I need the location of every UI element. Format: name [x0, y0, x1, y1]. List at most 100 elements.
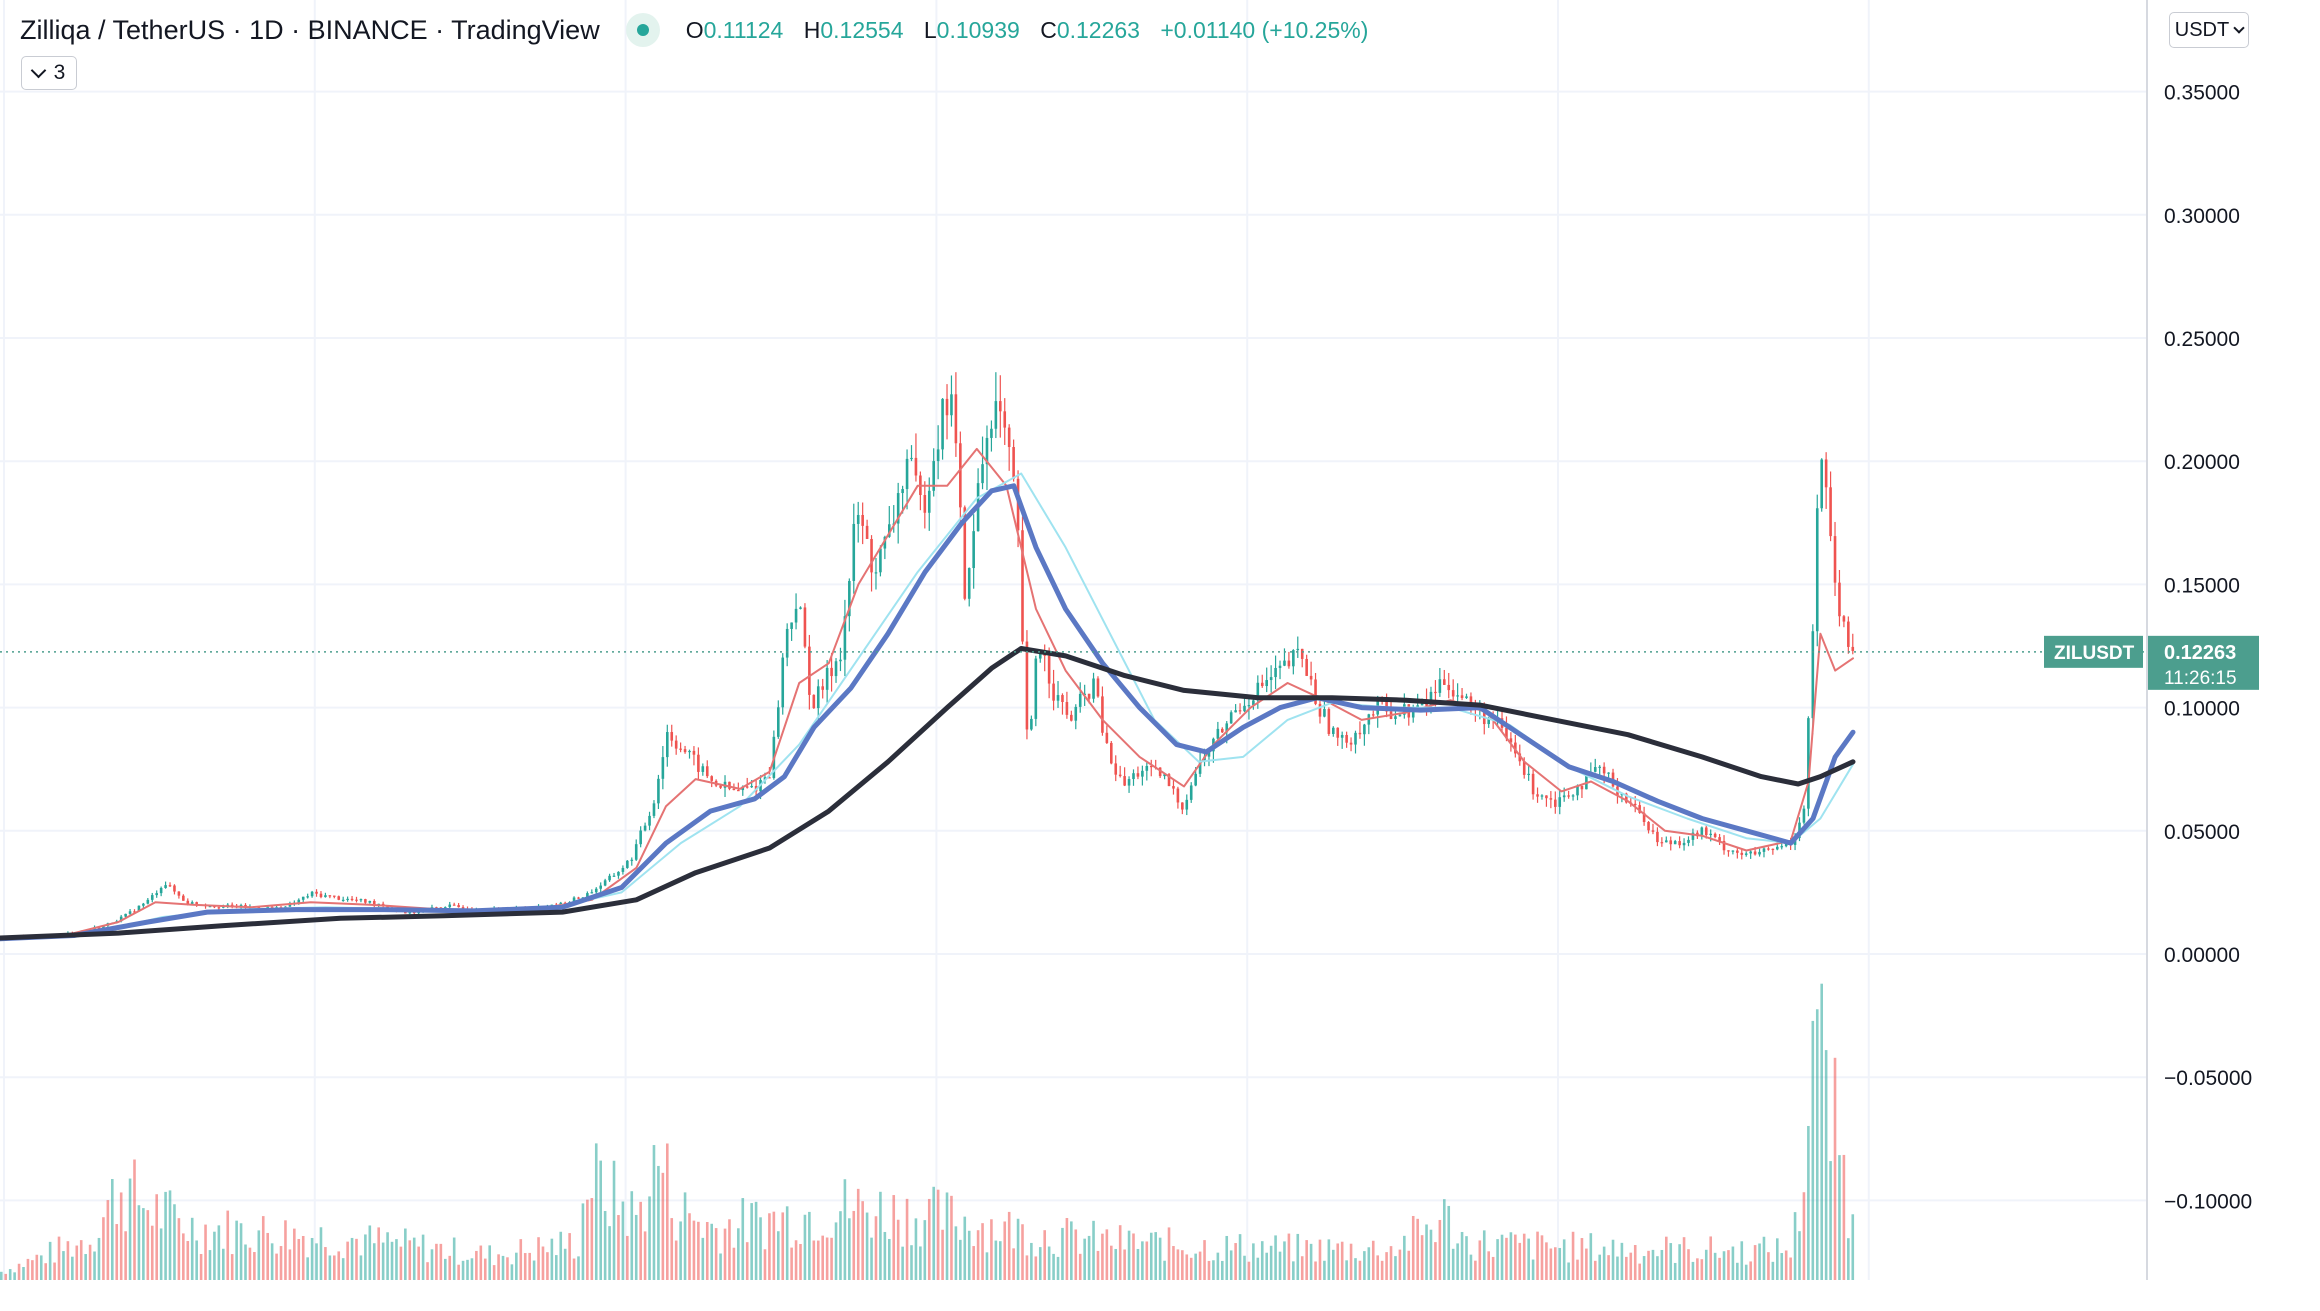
candle-body	[1189, 785, 1193, 800]
candle-body	[861, 514, 864, 526]
symbol-price-tag	[2044, 635, 2143, 668]
candle-body	[150, 895, 154, 900]
volume-bar	[1780, 1253, 1784, 1280]
volume-bar	[1127, 1230, 1131, 1280]
candle-body	[1252, 700, 1255, 706]
volume-bar	[1722, 1251, 1726, 1280]
candle-body	[435, 907, 438, 909]
candle-body	[270, 906, 274, 909]
volume-bar	[1744, 1264, 1748, 1280]
candle-body	[1514, 742, 1517, 754]
candle-body	[821, 686, 824, 690]
volume-bar	[1016, 1218, 1020, 1280]
symbol-title[interactable]: Zilliqa / TetherUS · 1D · BINANCE · Trad…	[20, 14, 600, 45]
volume-bar	[1815, 1009, 1819, 1280]
candle-body	[1234, 710, 1237, 713]
candle-body	[368, 900, 372, 903]
volume-bar	[1820, 983, 1823, 1280]
candle-body	[230, 904, 234, 906]
change-value: +0.01140 (+10.25%)	[1160, 16, 1369, 43]
volume-bar	[1633, 1245, 1637, 1280]
indicators-toggle-button[interactable]: 3	[21, 56, 77, 90]
volume-bar	[1083, 1238, 1086, 1280]
volume-bar	[1225, 1235, 1229, 1280]
candle-body	[1447, 684, 1451, 691]
candle-body	[705, 766, 709, 777]
candle-body	[1260, 682, 1264, 687]
candle-body	[1633, 803, 1637, 806]
volume-bar	[1758, 1243, 1761, 1280]
candle-body	[1749, 851, 1752, 854]
currency-select-button[interactable]: USDT	[2169, 12, 2249, 48]
volume-bar	[759, 1217, 762, 1280]
volume-bar	[164, 1191, 167, 1280]
volume-bar	[1518, 1242, 1522, 1280]
close-label: C	[1040, 16, 1057, 43]
volume-bar	[1056, 1256, 1060, 1280]
volume-bar	[1491, 1256, 1495, 1280]
volume-bar	[1798, 1231, 1801, 1280]
volume-bar	[1642, 1256, 1646, 1280]
volume-bar	[222, 1248, 225, 1280]
candle-body	[297, 899, 301, 903]
volume-bar	[532, 1260, 536, 1280]
volume-bar	[22, 1267, 25, 1280]
volume-bar	[71, 1256, 74, 1280]
volume-bar	[488, 1245, 491, 1280]
volume-bar	[950, 1195, 953, 1280]
volume-bar	[1114, 1248, 1118, 1280]
volume-bar	[133, 1159, 136, 1280]
volume-bar	[1371, 1240, 1375, 1280]
volume-bar	[408, 1240, 412, 1280]
volume-bar	[377, 1227, 380, 1280]
volume-bar	[1003, 1221, 1007, 1280]
volume-bar	[1451, 1248, 1455, 1280]
volume-bar	[0, 1271, 3, 1280]
volume-bar	[701, 1237, 705, 1280]
volume-bars	[0, 983, 1855, 1280]
candle-body	[1820, 459, 1823, 509]
candle-body	[306, 896, 309, 898]
volume-bar	[355, 1238, 358, 1280]
candle-body	[950, 394, 953, 416]
volume-bar	[621, 1201, 625, 1280]
volume-bar	[93, 1251, 96, 1280]
volume-bar	[648, 1196, 651, 1280]
candle-body	[1824, 459, 1828, 488]
volume-bar	[1762, 1236, 1766, 1280]
volume-bar	[1656, 1256, 1659, 1280]
candle-body	[879, 548, 882, 573]
volume-bar	[901, 1246, 904, 1280]
volume-bar	[1660, 1249, 1664, 1280]
candle-body	[1718, 837, 1721, 841]
volume-bar	[1682, 1237, 1686, 1280]
volume-bar	[1611, 1239, 1615, 1280]
candle-body	[737, 790, 740, 792]
candle-body	[697, 754, 700, 772]
candle-body	[1114, 763, 1118, 775]
candle-body	[1123, 776, 1126, 786]
volume-bar	[333, 1255, 336, 1280]
volume-bar	[412, 1237, 416, 1280]
volume-bar	[1065, 1218, 1069, 1280]
volume-bar	[1500, 1234, 1504, 1280]
volume-bar	[1638, 1263, 1641, 1280]
candle-body	[1460, 695, 1464, 699]
market-status-icon[interactable]	[625, 13, 660, 47]
candle-body	[1709, 833, 1712, 836]
volume-bar	[461, 1260, 465, 1280]
volume-bar	[1554, 1247, 1557, 1280]
candle-body	[768, 777, 771, 779]
volume-bar	[1447, 1205, 1451, 1280]
volume-bar	[483, 1258, 487, 1280]
candle-body	[959, 443, 962, 508]
bar-countdown-label: 11:26:15	[2164, 668, 2237, 689]
volume-bar	[519, 1239, 523, 1280]
candle-body	[1731, 850, 1735, 852]
volume-bar	[306, 1257, 309, 1280]
candle-body	[674, 740, 678, 749]
candle-body	[777, 707, 780, 737]
candle-body	[1576, 786, 1579, 796]
